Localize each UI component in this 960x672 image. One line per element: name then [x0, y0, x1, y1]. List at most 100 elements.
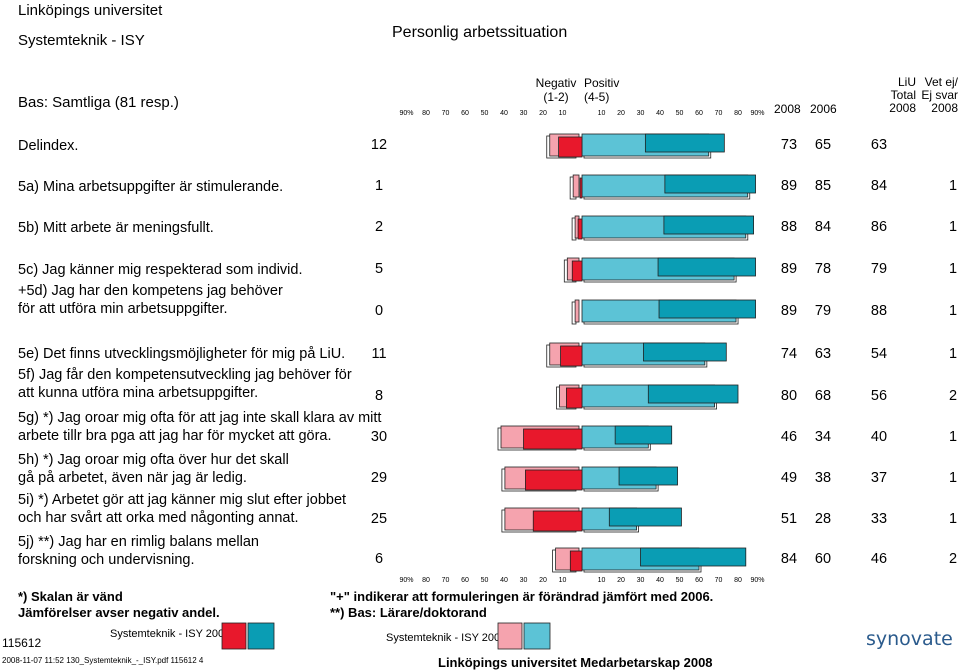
row-9-label: 5i) *) Arbetet gör att jag känner mig sl…	[18, 491, 346, 527]
row-3-liu-total-value: 79	[870, 261, 888, 277]
print-info: 2008-11-07 11:52 130_Systemteknik_-_ISY.…	[2, 656, 204, 665]
row-9-neg-2008-bar	[532, 510, 583, 532]
row-9-pos-2008-bar	[608, 507, 682, 527]
row-9-liu-total-value: 33	[870, 511, 888, 527]
row-1-neg-2006-bar	[572, 174, 580, 198]
row-10-label-line-1: forskning och undervisning.	[18, 552, 195, 568]
row-2-pos-2008-bar	[663, 215, 755, 235]
row-2-label-line-0: 5b) Mitt arbete är meningsfullt.	[18, 220, 214, 236]
row-9-pos-2008-value: 51	[780, 511, 798, 527]
row-9-pos-2006-value: 28	[814, 511, 832, 527]
top-tick-pos-7: 80	[734, 110, 742, 117]
positiv-range: (4-5)	[584, 90, 610, 104]
row-8-pos-2008-value: 49	[780, 470, 798, 486]
vet-ej-header: Vet ej/ Ej svar 2008	[916, 76, 958, 115]
university-name: Linköpings universitet	[18, 2, 163, 19]
row-5-vet-ej-value: 1	[948, 346, 958, 362]
row-3-pos-2008-bar	[657, 257, 756, 277]
row-5-label: 5e) Det finns utvecklingsmöjligheter för…	[18, 345, 345, 363]
row-1-label-line-0: 5a) Mina arbetsuppgifter är stimulerande…	[18, 179, 284, 195]
row-2-label: 5b) Mitt arbete är meningsfullt.	[18, 219, 214, 237]
bottom-tick-neg-1: 80	[422, 577, 430, 584]
liu-total-header: LiU Total 2008	[880, 76, 916, 115]
row-6-vet-ej-value: 2	[948, 388, 958, 404]
row-8-neg-2008-bar	[525, 469, 583, 491]
bottom-tick-pos-1: 20	[617, 577, 625, 584]
row-2-neg-value: 2	[374, 219, 384, 235]
top-tick-neg-5: 40	[500, 110, 508, 117]
row-1-neg-2008-bar	[579, 177, 583, 199]
row-5-label-line-0: 5e) Det finns utvecklingsmöjligheter för…	[18, 346, 346, 362]
row-2-liu-total-value: 86	[870, 219, 888, 235]
row-8-vet-ej-value: 1	[948, 470, 958, 486]
footnote-base-teachers: **) Bas: Lärare/doktorand	[330, 605, 487, 620]
row-4-liu-total-value: 88	[870, 303, 888, 319]
bottom-tick-neg-5: 40	[500, 577, 508, 584]
bottom-tick-pos-5: 60	[695, 577, 703, 584]
row-6-pos-2008-bar	[647, 384, 739, 404]
bottom-tick-pos-6: 70	[714, 577, 723, 584]
row-4-pos-2008-value: 89	[780, 303, 798, 319]
row-10-pos-2008-bar	[640, 547, 747, 567]
top-tick-pos-0: 10	[597, 110, 606, 117]
row-7-pos-2008-bar	[614, 425, 673, 445]
row-0-liu-total-value: 63	[870, 137, 888, 153]
top-tick-pos-2: 30	[636, 110, 645, 117]
liu-total-line2: Total	[890, 88, 916, 102]
bottom-tick-neg-4: 50	[480, 577, 489, 584]
bottom-title: Linköpings universitet Medarbetarskap 20…	[438, 655, 713, 670]
row-3-pos-2008-value: 89	[780, 261, 798, 277]
bottom-tick-pos-4: 50	[675, 577, 684, 584]
row-8-label-line-1: gå på arbetet, även när jag är ledig.	[18, 470, 247, 486]
row-5-neg-value: 11	[371, 346, 387, 362]
row-6-neg-value: 8	[374, 388, 384, 404]
row-4-neg-2006-bar	[574, 299, 580, 323]
row-4-label: +5d) Jag har den kompetens jag behöver f…	[18, 282, 283, 318]
row-8-liu-total-value: 37	[870, 470, 888, 486]
negativ-header: Negativ (1-2)	[530, 76, 582, 104]
legend-2006-svg	[497, 622, 551, 650]
bottom-tick-neg-8: 10	[558, 577, 567, 584]
row-4-pos-2006-value: 79	[814, 303, 832, 319]
row-8-pos-2008-bar	[618, 466, 678, 486]
row-2-pos-2006-value: 84	[814, 219, 832, 235]
legend-label-2006: Systemteknik - ISY 2006	[386, 632, 507, 644]
vet-ej-line2: Ej svar	[921, 88, 958, 102]
top-tick-pos-1: 20	[617, 110, 625, 117]
bottom-tick-neg-3: 60	[461, 577, 469, 584]
top-tick-pos-5: 60	[695, 110, 703, 117]
row-6-label-line-0: 5f) Jag får den kompetensutveckling jag …	[18, 367, 352, 383]
row-8-pos-2006-value: 38	[814, 470, 832, 486]
row-7-label-line-0: 5g) *) Jag oroar mig ofta för att jag in…	[18, 410, 382, 426]
bottom-tick-pos-0: 10	[597, 577, 606, 584]
row-2-neg-2008-bar	[577, 218, 583, 240]
row-3-neg-2008-bar	[571, 260, 583, 282]
row-8-neg-value: 29	[370, 470, 388, 486]
row-5-liu-total-value: 54	[870, 346, 888, 362]
base-label: Bas: Samtliga (81 resp.)	[18, 94, 179, 111]
legend-2008-svg	[221, 622, 275, 650]
row-4-label-line-0: +5d) Jag har den kompetens jag behöver	[18, 283, 283, 299]
row-8-label-line-0: 5h) *) Jag oroar mig ofta över hur det s…	[18, 452, 289, 468]
negativ-label: Negativ	[535, 76, 577, 90]
row-3-label: 5c) Jag känner mig respekterad som indiv…	[18, 261, 303, 279]
row-4-pos-2008-bar	[658, 299, 756, 319]
row-10-vet-ej-value: 2	[948, 551, 958, 567]
row-0-label-line-0: Delindex.	[18, 138, 79, 154]
row-7-vet-ej-value: 1	[948, 429, 958, 445]
row-6-label-line-1: att kunna utföra mina arbetsuppgifter.	[18, 385, 259, 401]
legend-swatches-2006	[496, 619, 556, 658]
bottom-tick-neg-2: 70	[441, 577, 450, 584]
row-1-pos-2006-value: 85	[814, 178, 832, 194]
row-7-label: 5g) *) Jag oroar mig ofta för att jag in…	[18, 409, 381, 445]
top-tick-neg-3: 60	[461, 110, 469, 117]
row-0-pos-2006-value: 65	[814, 137, 832, 153]
legend-swatches-2008	[220, 619, 280, 658]
negativ-range: (1-2)	[543, 90, 569, 104]
row-0-neg-value: 12	[370, 137, 388, 153]
row-10-neg-value: 6	[374, 551, 384, 567]
bottom-tick-neg-7: 20	[539, 577, 547, 584]
top-tick-pos-3: 40	[656, 110, 664, 117]
col-header-2008: 2008	[774, 102, 801, 116]
